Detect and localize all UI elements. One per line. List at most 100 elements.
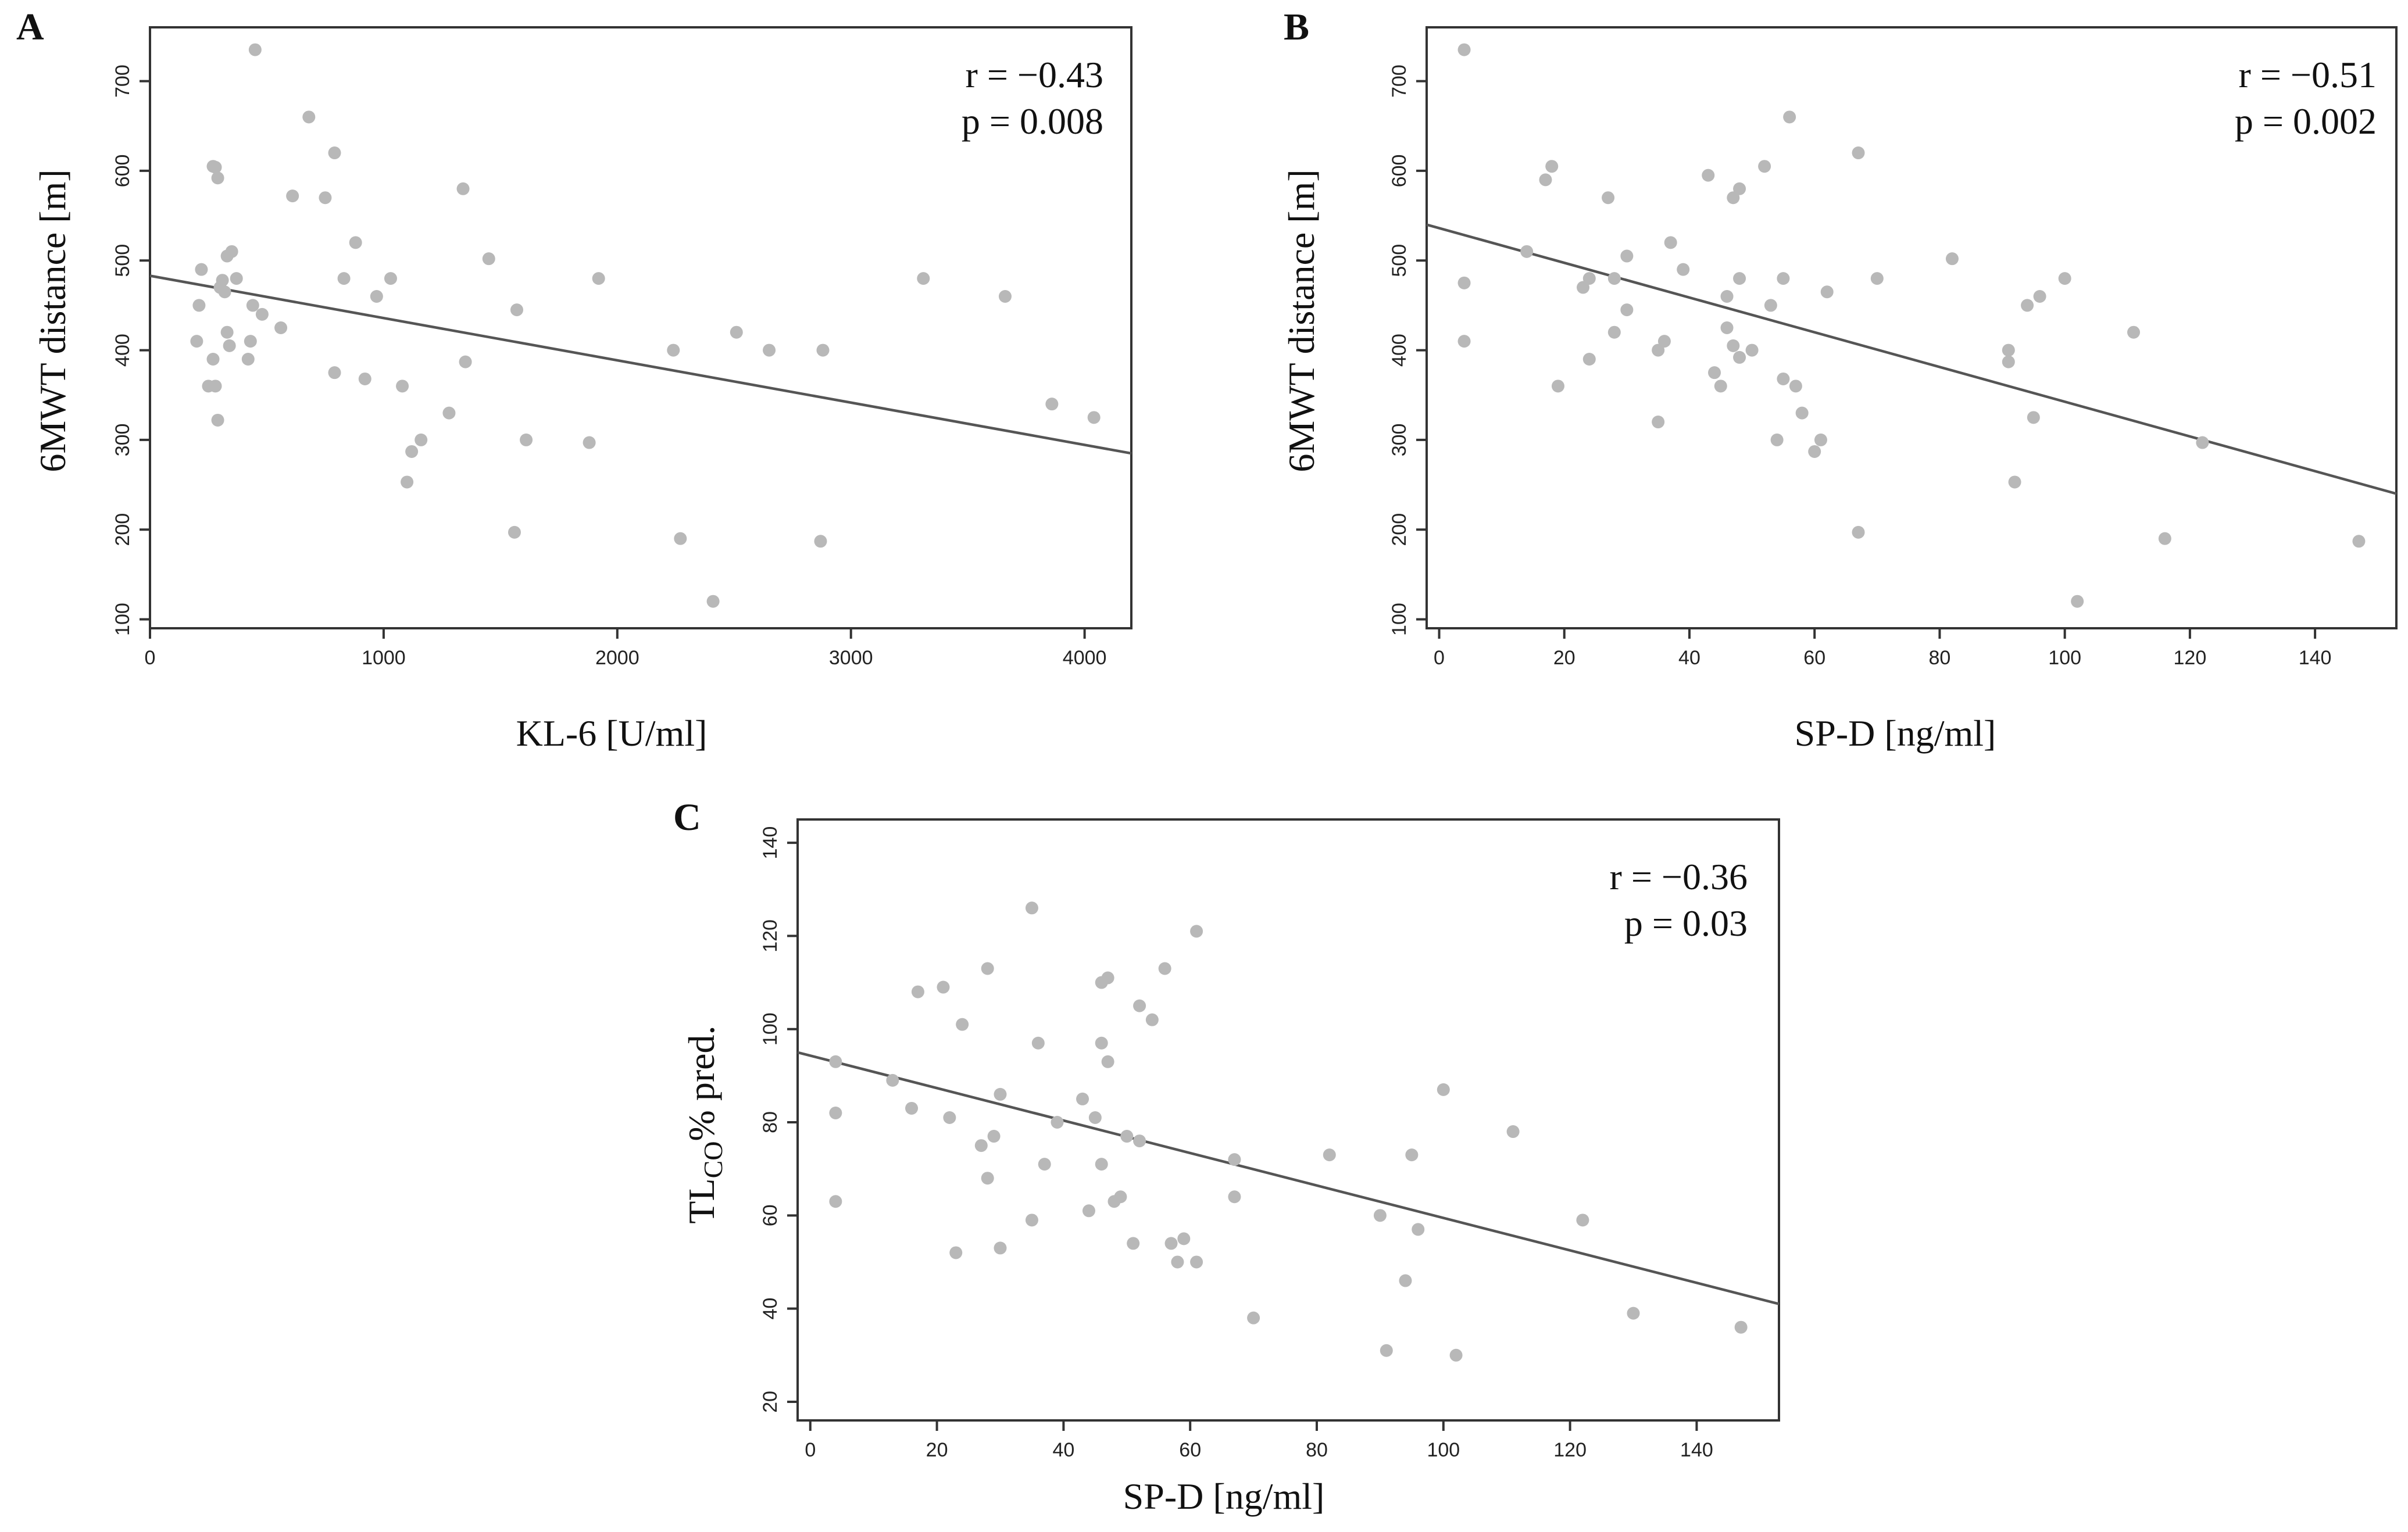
panel-b-data-point [1808,445,1821,458]
panel-a-x-tick-label: 1000 [362,647,406,669]
panel-b-data-point [1652,416,1665,429]
panel-a-data-point [706,595,720,608]
panel-c-y-tick-label: 60 [759,1204,781,1226]
panel-b-data-point [1582,272,1596,285]
panel-a-data-point [415,433,428,446]
panel-a-data-point [241,353,255,366]
panel-c-plot-frame [796,818,1780,1422]
panel-a-y-tick-label: 300 [112,424,134,457]
panel-b-y-tick-label: 700 [1388,65,1410,98]
panel-c-data-point [1627,1307,1640,1320]
panel-c-data-point [1114,1190,1127,1204]
panel-a-data-point [442,406,456,420]
panel-a-y-tick-label: 500 [112,244,134,277]
panel-b-data-point [1733,350,1746,364]
panel-b-data-point [1720,321,1734,334]
panel-a-y-tick-label: 600 [112,155,134,188]
panel-b-data-point [1551,380,1564,393]
panel-a-data-point [592,272,605,285]
panel-c-data-point [1120,1130,1134,1143]
panel-b-data-point [2027,411,2040,424]
panel-c-x-tick-label: 140 [1680,1439,1713,1461]
panel-b-regression-line [1426,223,2397,495]
panel-b-data-point [1652,343,1665,357]
panel-a-data-point [244,335,257,348]
panel-c-data-point [981,1172,994,1185]
panel-b-y-tick-label: 400 [1388,334,1410,367]
panel-a-data-point [917,272,930,285]
panel-b-data-point [1783,110,1796,124]
panel-c-data-point [943,1111,956,1124]
panel-a-data-point [520,433,533,446]
panel-b-data-point [1545,160,1559,173]
panel-a-data-point [370,289,383,303]
panel-c-data-point [974,1139,988,1152]
panel-a-data-point [730,325,743,339]
panel-a-data-point [220,325,234,339]
panel-b-data-point [2033,289,2046,303]
panel-c-data-point [1133,1134,1146,1148]
panel-b-data-point [1820,285,1834,299]
panel-b-y-tick-label: 300 [1388,424,1410,457]
panel-c-data-point [1373,1209,1387,1222]
panel-c-correlation-r: r = −0.36 [1610,856,1748,897]
panel-c-data-point [1025,901,1038,915]
panel-b-y-tick-label: 500 [1388,244,1410,277]
panel-c-data-point [1088,1111,1102,1124]
panel-a-data-point [218,285,231,299]
panel-a-data-point [274,321,288,334]
panel-a-data-point [328,146,341,160]
panel-c-data-point [911,985,924,998]
panel-b-data-point [1607,272,1621,285]
panel-c-data-point [1380,1344,1393,1357]
panel-c-data-point [1190,925,1203,938]
panel-a-data-point [192,299,206,312]
panel-c-data-point [1190,1255,1203,1269]
panel-a-plot-frame [149,26,1132,629]
panel-c-data-point [1228,1190,1241,1204]
panel-a-data-point [401,475,414,489]
panel-c-data-point [1228,1153,1241,1166]
panel-a-x-tick-label: 4000 [1063,647,1107,669]
panel-c-data-point [1412,1223,1425,1236]
panel-b-y-tick-label: 200 [1388,513,1410,546]
panel-a-data-point [337,272,351,285]
panel-b-label: B [1284,6,1309,48]
panel-a-p-value: p = 0.008 [962,101,1103,142]
panel-b-x-tick-label: 60 [1803,647,1825,669]
panel-a-y-ticks: 100 200 300 400 500 600 700 [112,65,150,636]
panel-c-data-point [829,1195,842,1208]
panel-c-x-tick-label: 100 [1427,1439,1460,1461]
panel-c-data-point [1145,1013,1159,1026]
panel-a-data-point [225,245,238,258]
panel-a-regression-line [149,274,1132,455]
panel-c-data-point [1076,1092,1089,1105]
panel-b-data-point [1727,339,1740,352]
panel-c-data-point [1247,1311,1260,1325]
panel-c-p-value: p = 0.03 [1624,903,1748,944]
panel-b-y-tick-label: 100 [1388,603,1410,636]
panel-b-data-point [1852,525,1865,539]
panel-c-data-point [886,1073,899,1087]
panel-a-data-point [190,335,203,348]
panel-b-data-point [1789,380,1802,393]
panel-a-data-point [763,343,776,357]
panel-b-x-axis-label: SP-D [ng/ml] [1795,713,1996,754]
panel-c-data-point [937,980,950,994]
panel-b-data-point [1795,406,1809,420]
panel-b-data-point [1870,272,1884,285]
panel-c-data-point [1171,1255,1184,1269]
panel-b-data-point [1539,173,1552,187]
panel-c-data-point [1405,1148,1419,1162]
panel-a-y-tick-label: 100 [112,603,134,636]
panel-a-data-point [816,343,830,357]
panel-a: A 0 1000 2000 3000 4000 100 200 300 400 500 600 70… [16,6,1132,754]
panel-a-label: A [16,6,44,48]
panel-c-x-axis-label: SP-D [ng/ml] [1123,1476,1325,1517]
panel-b-data-point [1764,299,1777,312]
panel-a-x-tick-label: 3000 [829,647,873,669]
panel-b-data-point [2352,535,2366,548]
panel-c-x-tick-label: 120 [1553,1439,1587,1461]
panel-b-data-point [1733,182,1746,195]
